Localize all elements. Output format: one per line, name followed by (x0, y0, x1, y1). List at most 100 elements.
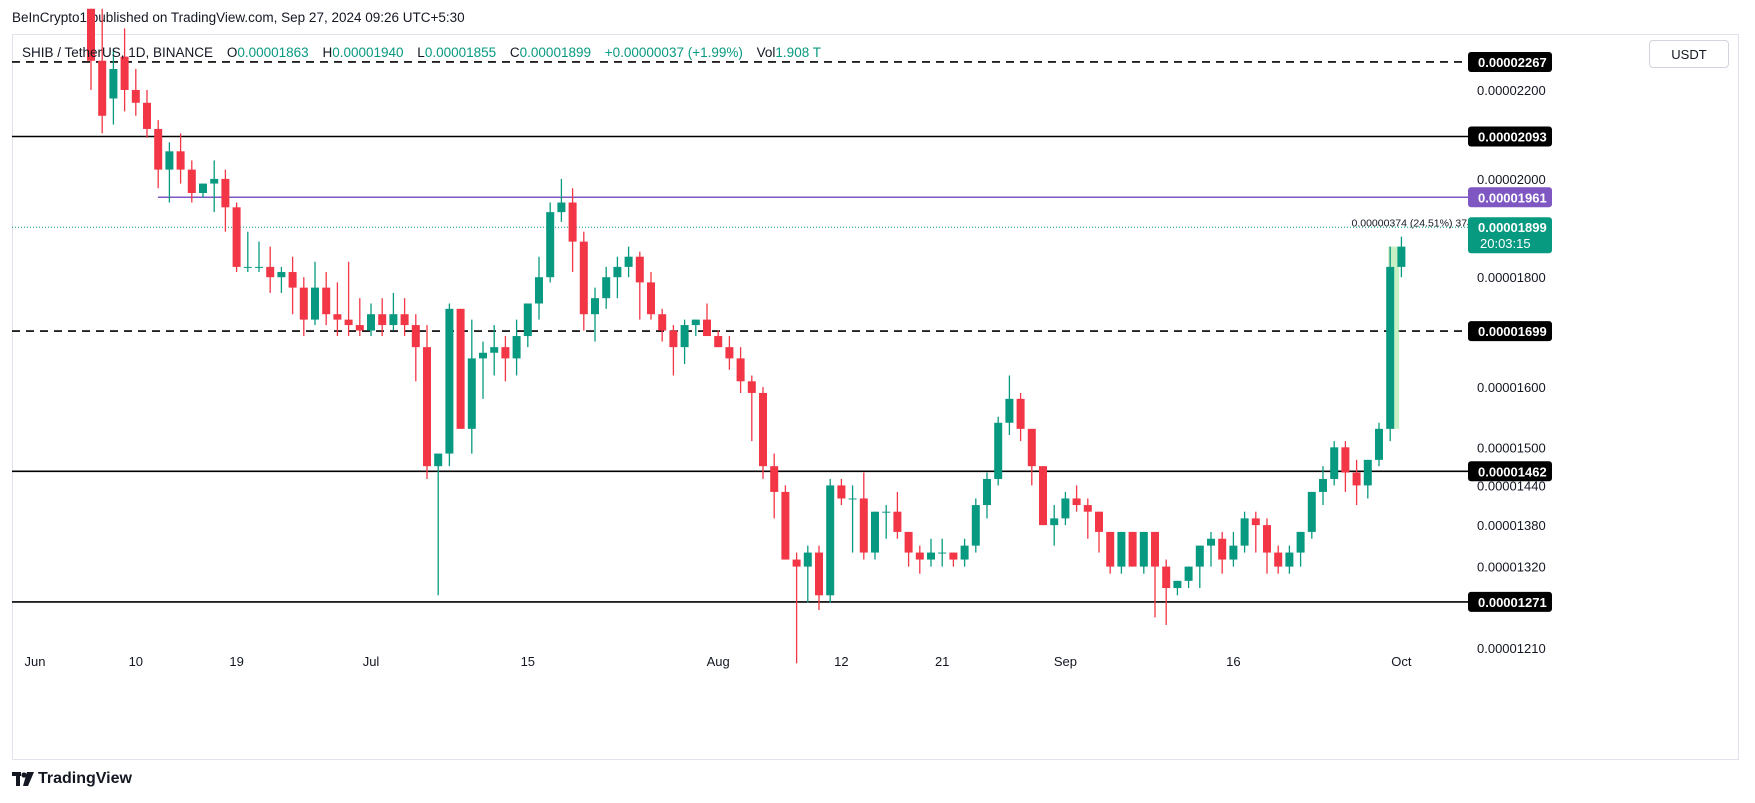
publisher-line: BeInCrypto1 published on TradingView.com… (12, 10, 465, 25)
candle-body (87, 8, 95, 61)
x-tick-label: Oct (1391, 654, 1412, 669)
candle-body (378, 314, 387, 326)
candle (311, 261, 319, 326)
candle (747, 375, 756, 442)
candle (613, 256, 622, 299)
candle (1095, 511, 1103, 553)
candle-body (1375, 428, 1383, 460)
candle-body (557, 202, 566, 213)
candle (344, 261, 353, 337)
candle (1341, 441, 1350, 492)
candle-body (1162, 566, 1171, 589)
level-price-label: 0.00002093 (1478, 129, 1547, 144)
candle-body (613, 266, 622, 278)
level-price-tag (1468, 51, 1552, 72)
y-tick-label: 0.00001440 (1477, 478, 1546, 493)
candle (1128, 531, 1137, 567)
candle-body (523, 303, 532, 337)
time-axis: Jun 10 19 Jul 15 Aug 12 21 Sep 16 Oct (25, 654, 1412, 669)
candle (1218, 531, 1227, 574)
candle (691, 319, 700, 337)
candle (837, 478, 846, 506)
candle-body (131, 89, 140, 103)
legend-low: 0.00001855 (424, 45, 497, 60)
level-price-label: 0.00001462 (1478, 464, 1547, 479)
horizontal-levels (12, 61, 1468, 603)
tradingview-brand[interactable]: TradingView (12, 770, 132, 788)
candle-body (143, 102, 151, 129)
candle-body (434, 453, 443, 467)
candle-body (1061, 498, 1070, 519)
candle (456, 308, 465, 429)
candle (960, 538, 969, 567)
candle (714, 330, 723, 348)
chart-frame (12, 34, 1739, 760)
candle-body (568, 202, 577, 242)
candle-body (389, 314, 398, 326)
candle-body (647, 282, 655, 315)
candle-body (1352, 472, 1361, 486)
candle (803, 545, 812, 603)
candle (1162, 559, 1171, 625)
candle-body (1072, 498, 1081, 506)
candle (949, 552, 958, 567)
legend-low-label: L (417, 45, 425, 60)
legend-open: 0.00001863 (237, 45, 309, 60)
candle-body (971, 505, 980, 546)
candle-body (938, 552, 947, 554)
y-tick-label: 0.00001320 (1477, 560, 1546, 575)
candle (1263, 518, 1271, 574)
currency-button[interactable]: USDT (1649, 40, 1729, 68)
candle (1139, 531, 1148, 574)
y-tick-label: 0.00002200 (1477, 83, 1546, 98)
level-price-label: 0.00001699 (1478, 324, 1547, 339)
candle (434, 453, 443, 596)
legend-symbol[interactable]: SHIB / TetherUS, 1D, BINANCE (22, 45, 214, 60)
candle-body (871, 511, 879, 553)
candle-body (624, 256, 633, 267)
candle-body (411, 325, 420, 348)
price-axis: 0.00002200 0.00002000 0.00001800 0.00001600… (1468, 51, 1552, 656)
candle-body (1274, 552, 1283, 567)
candle (176, 133, 185, 184)
candle-body (1307, 491, 1316, 532)
legend-change: +0.00000037 (+1.99%) (604, 45, 743, 60)
candle (792, 552, 801, 664)
x-tick-label: 16 (1226, 654, 1240, 669)
candle (557, 178, 566, 222)
level-price-tag (1468, 187, 1552, 208)
candle-body (120, 56, 129, 90)
candle-body (1106, 531, 1115, 567)
candle-body (232, 207, 241, 267)
candle (1195, 545, 1204, 589)
candle-body (1027, 428, 1036, 467)
candle-body (187, 169, 196, 193)
candle (523, 303, 532, 348)
candle-body (445, 308, 454, 454)
price-range-measure: 0.00000374 (24.51%) 374 (1351, 218, 1473, 429)
candle-body (288, 272, 297, 288)
candle-body (1218, 538, 1227, 560)
legend-vol-label: Vol (756, 45, 776, 60)
candle-body (736, 358, 745, 382)
candle-body (367, 314, 375, 331)
x-tick-label: 10 (129, 654, 143, 669)
legend-vol: 1.908 T (775, 45, 821, 60)
level-price-tag (1468, 591, 1552, 612)
candle (1039, 466, 1047, 526)
candle-body (994, 422, 1003, 479)
candle-body (355, 325, 364, 331)
candle-body (546, 212, 555, 278)
legend-close: 0.00001899 (519, 45, 591, 60)
candle-body (1207, 538, 1215, 546)
candle-body (277, 272, 286, 278)
candle (165, 142, 174, 203)
y-tick-label: 0.00002000 (1477, 172, 1546, 187)
candle-body (1095, 511, 1103, 532)
candle-body (221, 178, 230, 208)
candle (770, 453, 779, 519)
last-price-label: 0.00001899 (1478, 220, 1547, 235)
candle-body (210, 178, 219, 184)
candle-body (311, 287, 319, 320)
